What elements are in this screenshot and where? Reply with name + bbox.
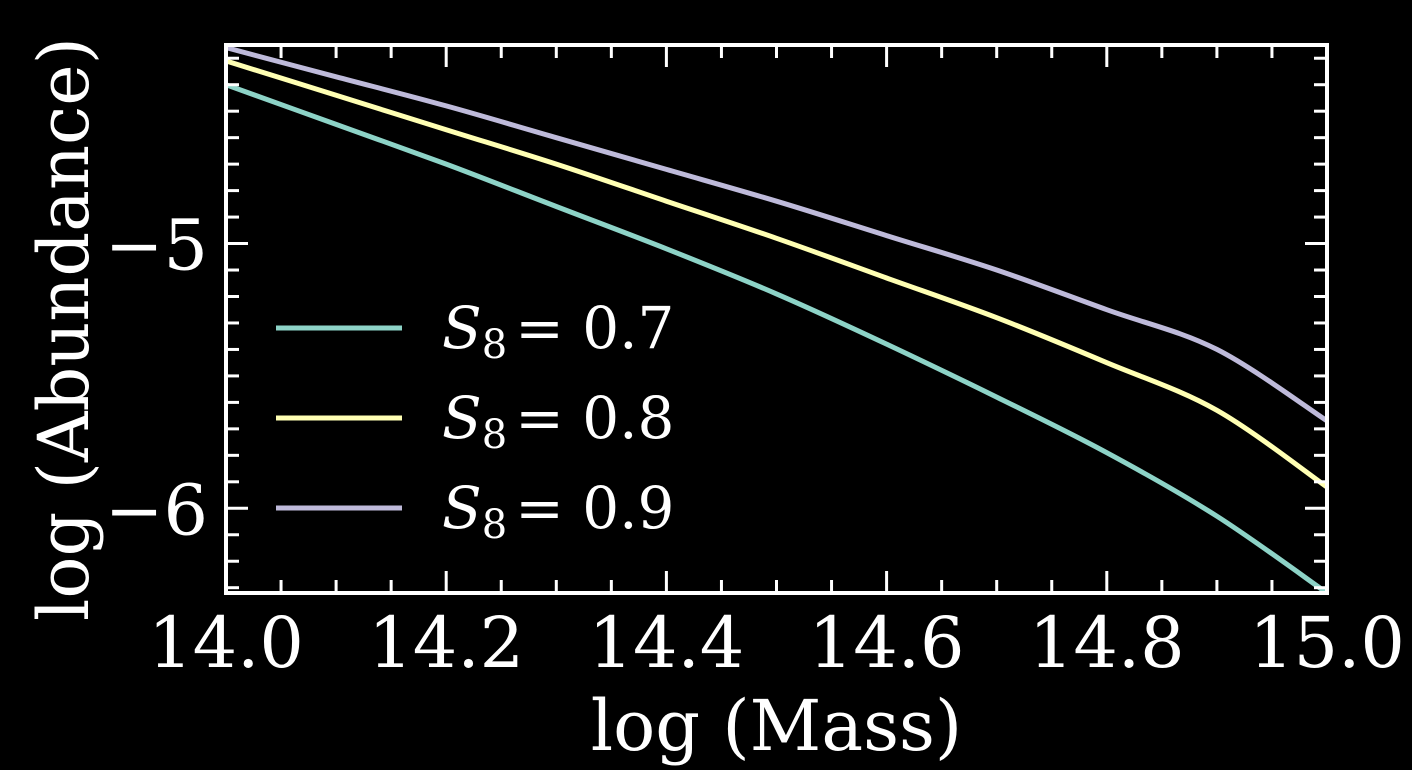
- y-tick-label: −6: [105, 469, 208, 551]
- ticks-layer: 14.0 14.2 14.4 14.6 14.8 15.0 −5 −6: [105, 45, 1405, 684]
- y-tick-label: −5: [105, 205, 208, 287]
- legend: S8 = 0.7 S8 = 0.8 S8 = 0.9: [276, 294, 674, 548]
- series-line-1: [226, 82, 1327, 593]
- y-axis-label: log (Abundance): [23, 37, 105, 621]
- x-tick-label: 14.2: [368, 602, 524, 684]
- x-tick-label: 14.4: [588, 602, 744, 684]
- x-tick-label: 14.0: [148, 602, 304, 684]
- legend-label: S8 = 0.7: [442, 294, 674, 368]
- legend-label: S8 = 0.9: [442, 474, 674, 548]
- plot-frame: [224, 43, 1329, 595]
- x-axis-label: log (Mass): [591, 685, 962, 767]
- legend-entry-1: S8 = 0.7: [276, 294, 674, 368]
- legend-entry-2: S8 = 0.8: [276, 384, 674, 458]
- series-line-2: [226, 58, 1327, 490]
- series-layer: [226, 45, 1327, 593]
- legend-entry-3: S8 = 0.9: [276, 474, 674, 548]
- x-tick-label: 14.6: [809, 602, 965, 684]
- legend-label: S8 = 0.8: [442, 384, 674, 458]
- x-tick-label: 15.0: [1249, 602, 1405, 684]
- series-line-3: [226, 45, 1327, 423]
- x-tick-label: 14.8: [1029, 602, 1185, 684]
